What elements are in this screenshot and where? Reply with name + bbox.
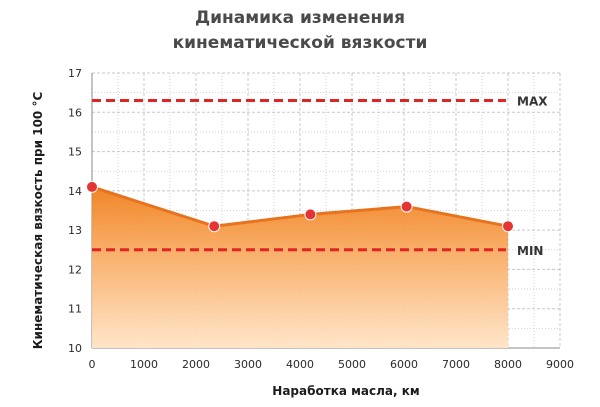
- y-tick-label: 17: [68, 67, 82, 80]
- chart-title-line-1: Динамика изменения: [194, 8, 406, 28]
- y-tick-label: 11: [68, 303, 82, 316]
- x-axis-label: Наработка масла, км: [272, 384, 419, 398]
- data-point: [304, 208, 317, 221]
- data-point: [208, 220, 221, 233]
- chart-title-line-2: кинематической вязкости: [172, 33, 428, 53]
- x-tick-label: 7000: [442, 358, 470, 371]
- data-point: [502, 220, 514, 233]
- reference-label-max: MAX: [517, 95, 548, 109]
- x-tick-label: 4000: [286, 358, 314, 371]
- x-tick-label: 3000: [234, 358, 262, 371]
- x-tick-label: 6000: [390, 358, 418, 371]
- y-tick-label: 10: [68, 342, 82, 355]
- x-tick-label: 9000: [546, 358, 574, 371]
- x-tick-label: 0: [89, 358, 96, 371]
- y-tick-label: 15: [68, 146, 82, 159]
- y-tick-label: 13: [68, 224, 82, 237]
- data-point: [86, 180, 98, 193]
- y-tick-label: 14: [68, 185, 82, 198]
- reference-label-min: MIN: [517, 244, 543, 258]
- tick-labels: 0 1000 2000 3000 4000 5000 6000 7000 8000 9000 10 1…: [68, 67, 574, 371]
- x-tick-label: 5000: [338, 358, 366, 371]
- area-fill: [92, 186, 508, 348]
- data-markers: [86, 180, 514, 233]
- data-point: [400, 200, 413, 213]
- x-tick-label: 1000: [130, 358, 158, 371]
- x-tick-label: 2000: [182, 358, 210, 371]
- x-tick-label: 8000: [494, 358, 522, 371]
- y-tick-label: 12: [68, 263, 82, 276]
- reference-lines: MAX MIN: [92, 95, 548, 258]
- area-series: [91, 185, 509, 348]
- y-axis-label: Кинематическая вязкость при 100 °C: [31, 92, 45, 350]
- y-tick-label: 16: [68, 106, 82, 119]
